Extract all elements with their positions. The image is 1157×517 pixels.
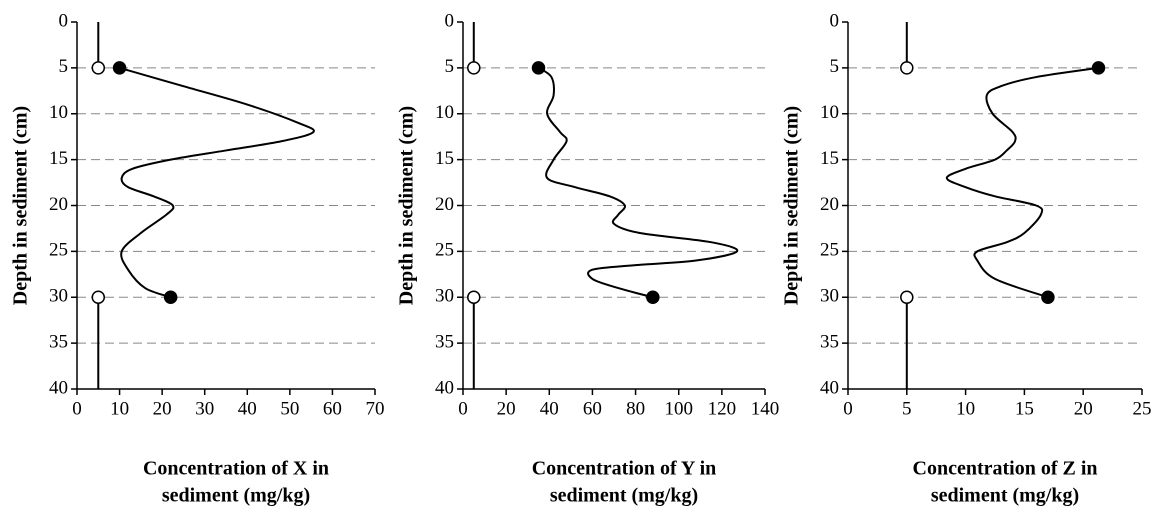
x-tick-label: 50 (280, 398, 299, 419)
x-axis-title: Concentration of Y in (532, 458, 717, 480)
y-tick-label: 40 (49, 377, 68, 398)
x-tick-label: 140 (751, 398, 780, 419)
y-tick-label: 25 (49, 240, 68, 261)
x-tick-label: 10 (956, 398, 975, 419)
x-tick-label: 40 (238, 398, 257, 419)
y-tick-label: 5 (830, 56, 840, 77)
y-tick-label: 0 (445, 10, 455, 31)
x-tick-label: 80 (626, 398, 645, 419)
x-tick-label: 0 (843, 398, 853, 419)
open-marker (467, 290, 481, 304)
y-tick-label: 25 (435, 240, 454, 261)
x-tick-label: 20 (153, 398, 172, 419)
y-tick-label: 0 (59, 10, 69, 31)
y-tick-label: 30 (435, 286, 454, 307)
filled-marker (163, 290, 178, 304)
y-tick-label: 10 (49, 102, 68, 123)
y-tick-label: 40 (820, 377, 839, 398)
y-tick-label: 35 (435, 331, 454, 352)
y-axis-title: Depth in sediment (cm) (10, 106, 32, 305)
y-tick-label: 30 (820, 286, 839, 307)
x-tick-label: 70 (366, 398, 385, 419)
filled-marker (1041, 290, 1055, 304)
y-tick-label: 15 (49, 148, 68, 169)
profile-line (537, 67, 739, 299)
y-tick-label: 15 (820, 148, 839, 169)
x-tick-label: 0 (72, 398, 82, 419)
profile-line (119, 66, 315, 299)
filled-marker (112, 61, 127, 75)
y-tick-label: 35 (820, 331, 839, 352)
x-axis-title: Concentration of Z in (913, 458, 1098, 480)
filled-marker (1091, 61, 1106, 75)
y-tick-label: 25 (820, 240, 839, 261)
y-tick-label: 10 (820, 102, 839, 123)
x-tick-label: 5 (902, 398, 912, 419)
x-tick-label: 15 (1015, 398, 1034, 419)
y-tick-label: 30 (49, 286, 68, 307)
y-tick-label: 10 (435, 102, 454, 123)
y-tick-label: 35 (49, 331, 68, 352)
x-axis-title: sediment (mg/kg) (162, 485, 310, 507)
y-tick-label: 20 (435, 194, 454, 215)
x-tick-label: 120 (708, 398, 737, 419)
x-axis-title: sediment (mg/kg) (931, 485, 1079, 507)
y-axis-title: Depth in sediment (cm) (396, 106, 418, 305)
x-tick-label: 10 (110, 398, 129, 419)
y-tick-label: 5 (445, 56, 455, 77)
x-tick-label: 20 (1074, 398, 1093, 419)
y-tick-label: 40 (435, 377, 454, 398)
y-tick-label: 20 (820, 194, 839, 215)
x-tick-label: 25 (1133, 398, 1152, 419)
open-marker (467, 61, 481, 75)
x-tick-label: 60 (583, 398, 602, 419)
y-tick-label: 5 (59, 56, 69, 77)
x-tick-label: 100 (664, 398, 693, 419)
profile-line (945, 66, 1099, 299)
open-marker (900, 290, 914, 304)
x-tick-label: 20 (497, 398, 516, 419)
x-axis-title: sediment (mg/kg) (550, 485, 698, 507)
x-tick-label: 30 (195, 398, 214, 419)
y-tick-label: 0 (830, 10, 840, 31)
open-marker (91, 290, 106, 304)
filled-marker (531, 61, 546, 75)
y-tick-label: 15 (435, 148, 454, 169)
y-axis-title: Depth in sediment (cm) (781, 106, 803, 305)
filled-marker (646, 290, 660, 304)
x-axis-title: Concentration of X in (143, 458, 329, 480)
open-marker (900, 61, 914, 75)
x-tick-label: 60 (323, 398, 342, 419)
x-tick-label: 40 (540, 398, 559, 419)
open-marker (91, 61, 106, 75)
x-tick-label: 0 (458, 398, 468, 419)
y-tick-label: 20 (49, 194, 68, 215)
